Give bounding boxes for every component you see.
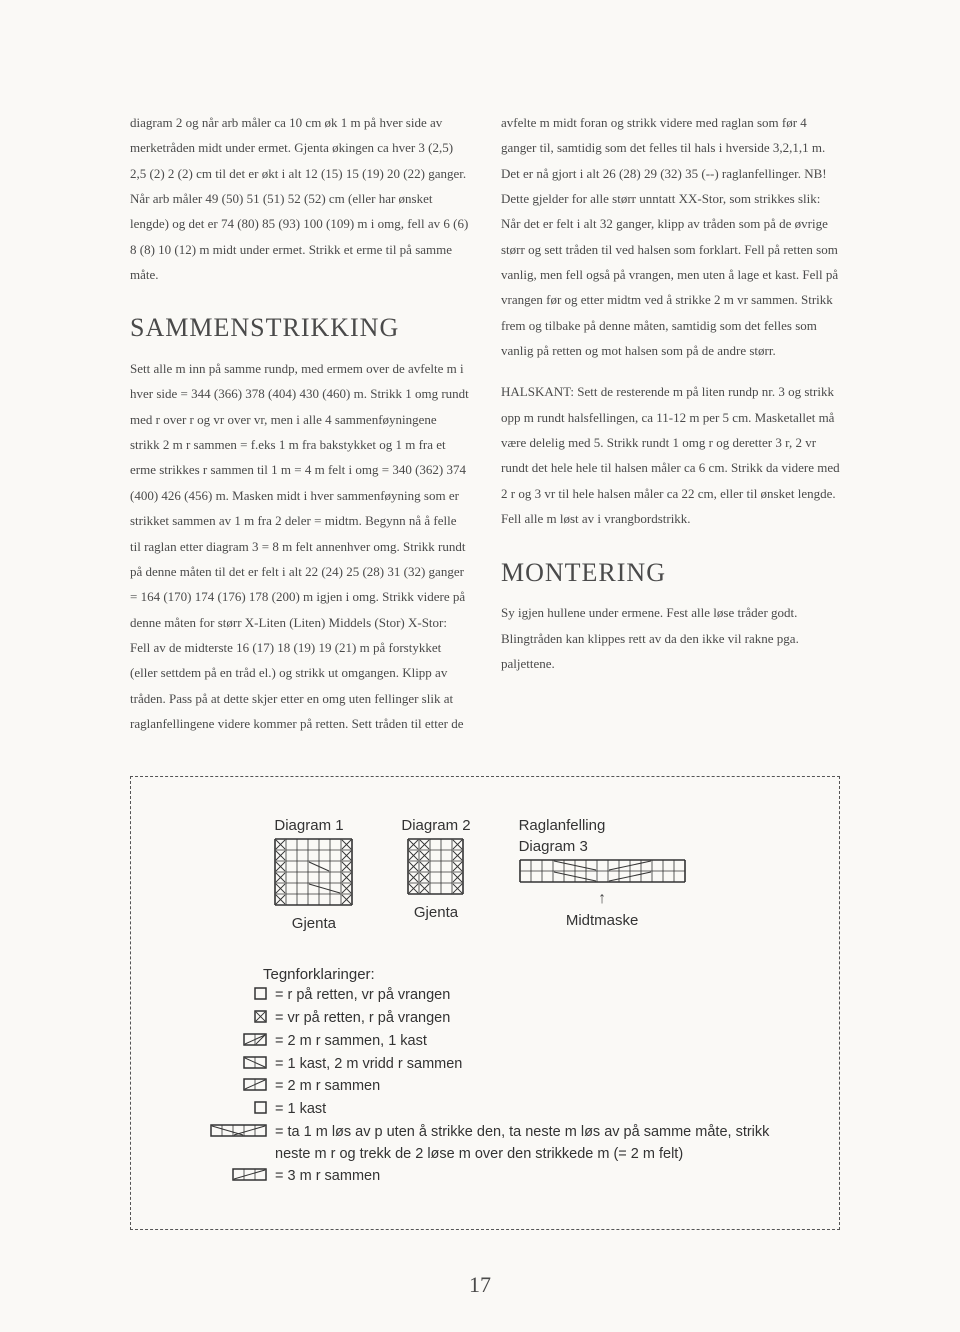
legend-symbol-icon [181, 1008, 267, 1023]
legend-list: = r på retten, vr på vrangen= vr på rett… [181, 985, 779, 1188]
legend-row: = 2 m r sammen, 1 kast [181, 1031, 779, 1053]
text-columns: diagram 2 og når arb måler ca 10 cm øk 1… [130, 110, 840, 752]
diagram-3-caption: Midtmaske [519, 912, 686, 929]
legend-text: = r på retten, vr på vrangen [275, 985, 779, 1007]
legend-symbol-icon [181, 1054, 267, 1069]
right-p1: avfelte m midt foran og strikk videre me… [501, 110, 840, 363]
diagram-2-caption: Gjenta [401, 904, 470, 921]
legend-text: = 2 m r sammen [275, 1076, 779, 1098]
legend-row: = 1 kast, 2 m vridd r sammen [181, 1054, 779, 1076]
heading-sammenstrikking: SAMMENSTRIKKING [130, 303, 469, 354]
legend-title: Tegnforklaringer: [263, 966, 779, 983]
legend-text: = 2 m r sammen, 1 kast [275, 1031, 779, 1053]
legend-symbol-icon [181, 1076, 267, 1091]
left-p2: Sett alle m inn på samme rundp, med erme… [130, 356, 469, 736]
diagram-1-caption: Gjenta [274, 915, 353, 932]
legend-symbol-icon [181, 1099, 267, 1114]
legend-symbol-icon [181, 1122, 267, 1137]
right-p3: Sy igjen hullene under ermene. Fest alle… [501, 600, 840, 676]
heading-montering: MONTERING [501, 548, 840, 599]
legend-row: = 3 m r sammen [181, 1166, 779, 1188]
diagram-3-grid [519, 859, 686, 883]
diagram-panel: Diagram 1 Gjenta Diagram 2 Gjenta Raglan… [130, 776, 840, 1230]
diagram-3: Raglanfelling Diagram 3 ↑ Midtmaske [519, 817, 686, 929]
diagram-1: Diagram 1 Gjenta [274, 817, 353, 932]
left-column: diagram 2 og når arb måler ca 10 cm øk 1… [130, 110, 469, 752]
legend-text: = ta 1 m løs av p uten å strikke den, ta… [275, 1122, 779, 1166]
diagram-3-subtitle: Diagram 3 [519, 838, 686, 855]
legend-row: = r på retten, vr på vrangen [181, 985, 779, 1007]
legend-text: = vr på retten, r på vrangen [275, 1008, 779, 1030]
legend-text: = 1 kast, 2 m vridd r sammen [275, 1054, 779, 1076]
legend-text: = 1 kast [275, 1099, 779, 1121]
diagram-2-grid [407, 838, 464, 895]
diagram-3-title: Raglanfelling [519, 817, 686, 834]
legend-symbol-icon [181, 985, 267, 1000]
legend-row: = 1 kast [181, 1099, 779, 1121]
page-number: 17 [0, 1272, 960, 1298]
legend-row: = 2 m r sammen [181, 1076, 779, 1098]
diagram-2-title: Diagram 2 [401, 817, 470, 834]
diagram-1-title: Diagram 1 [274, 817, 353, 834]
diagram-2: Diagram 2 Gjenta [401, 817, 470, 921]
diagram-row: Diagram 1 Gjenta Diagram 2 Gjenta Raglan… [181, 817, 779, 932]
diagram-1-grid [274, 838, 353, 906]
legend-symbol-icon [181, 1031, 267, 1046]
legend-symbol-icon [181, 1166, 267, 1181]
legend-text: = 3 m r sammen [275, 1166, 779, 1188]
right-column: avfelte m midt foran og strikk videre me… [501, 110, 840, 752]
right-p2: HALSKANT: Sett de resterende m på liten … [501, 379, 840, 531]
arrow-up-icon: ↑ [598, 890, 606, 907]
left-p1: diagram 2 og når arb måler ca 10 cm øk 1… [130, 110, 469, 287]
legend-row: = ta 1 m løs av p uten å strikke den, ta… [181, 1122, 779, 1166]
legend-row: = vr på retten, r på vrangen [181, 1008, 779, 1030]
